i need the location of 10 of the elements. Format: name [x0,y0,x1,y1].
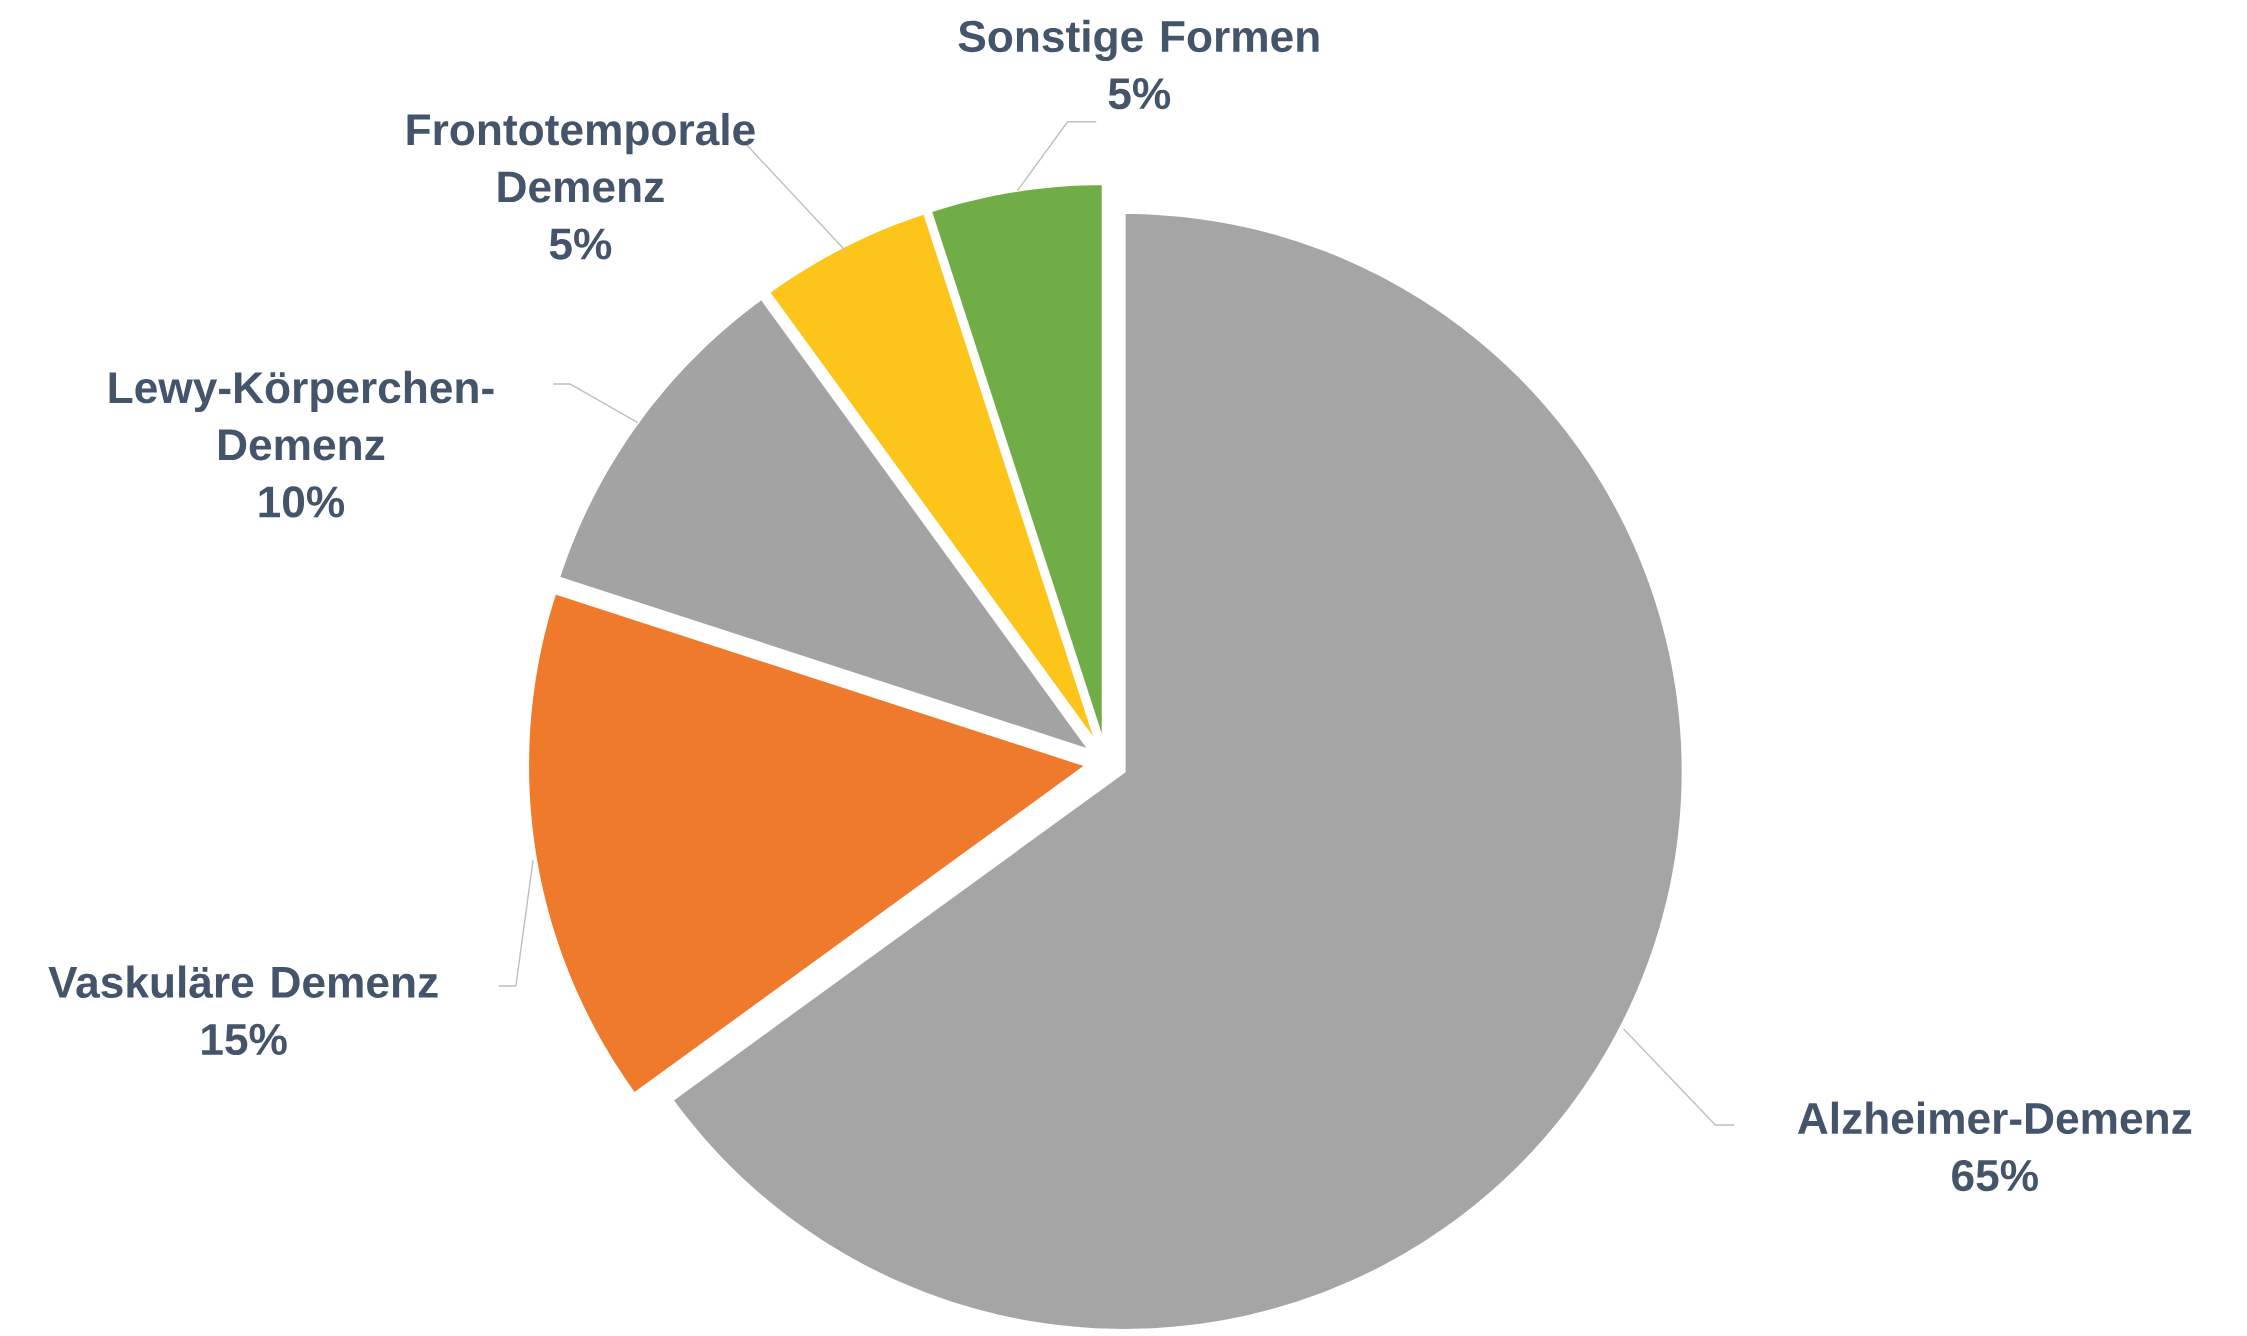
slice-label: Alzheimer-Demenz [1797,1101,2192,1135]
data-label: 15% [202,1024,287,1056]
slice-label: Lewy-Körperchen-Demenz [109,371,494,461]
data-label: 5% [549,228,612,260]
slice-label: Sonstige Formen [958,19,1319,62]
data-label: 5% [1108,78,1171,110]
slice-label: Vaskuläre Demenz [48,965,438,999]
data-label: 10% [259,486,345,518]
data-label: 65% [1952,1160,2038,1192]
slice-label: Frontotemporale Demenz [407,113,755,203]
